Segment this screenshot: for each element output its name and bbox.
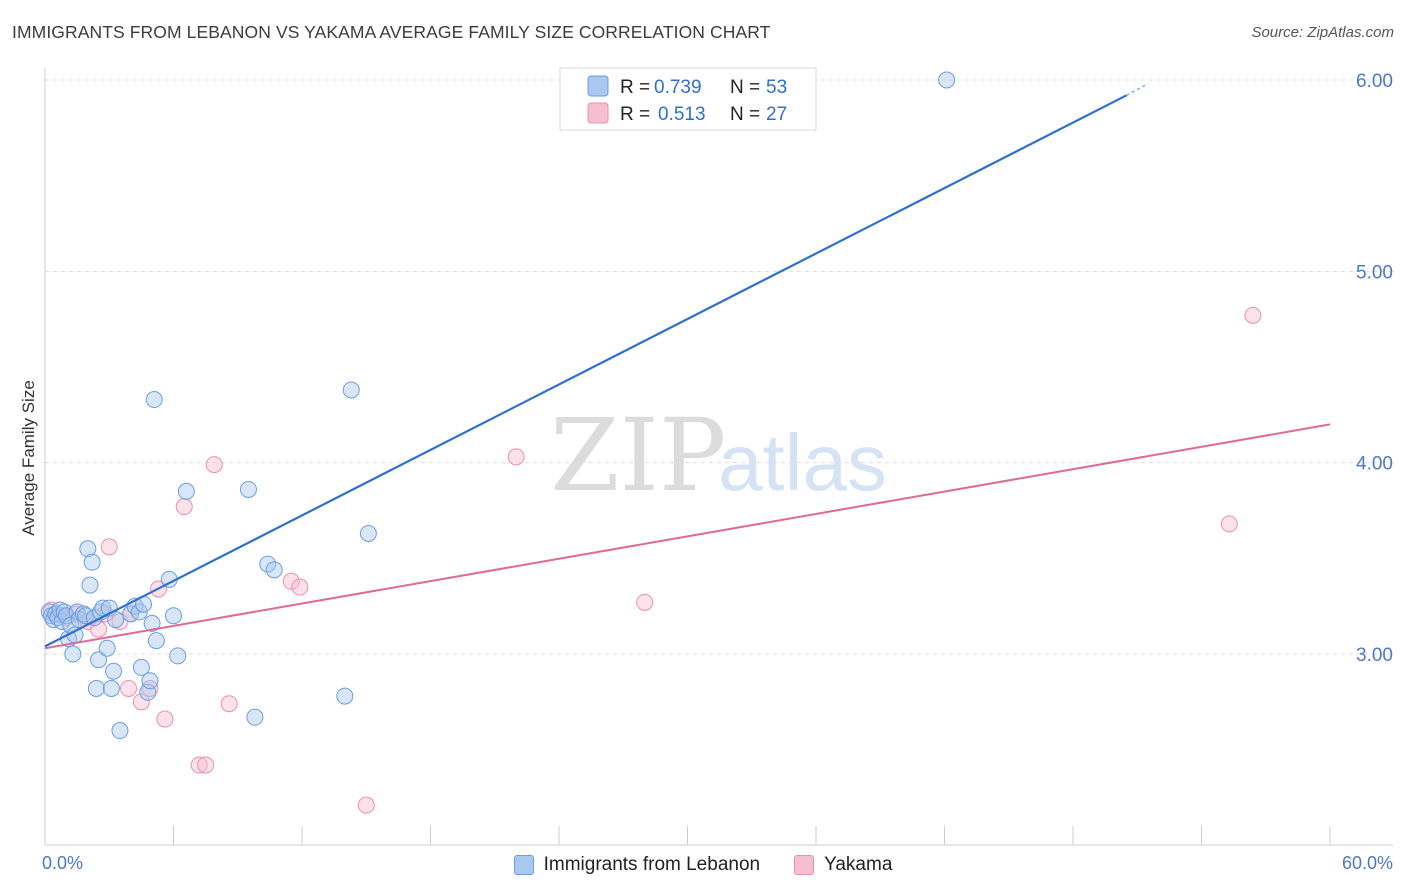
legend-n-label-2: N =: [730, 104, 760, 125]
lebanon-point-8: [57, 607, 75, 625]
y-tick-label-0: 3.00: [1356, 645, 1393, 666]
x-tick-min: 0.0%: [42, 853, 83, 873]
yakama-point-24: [507, 448, 525, 466]
yakama-point-17: [190, 756, 208, 774]
lebanon-point-30: [111, 722, 129, 740]
legend-r-label-1: R =: [620, 77, 650, 98]
lebanon-point-40: [145, 391, 163, 409]
lebanon-point-48: [265, 561, 283, 579]
legend-label-lebanon: Immigrants from Lebanon: [543, 854, 761, 875]
lebanon-point-50: [342, 381, 360, 399]
yakama-point-6: [90, 620, 108, 638]
yakama-point-15: [156, 710, 174, 728]
legend-item-yakama: Yakama: [794, 854, 892, 876]
legend-n-label-1: N =: [730, 77, 760, 98]
yakama-point-18: [197, 756, 215, 774]
legend-swatch-pink: [587, 102, 609, 124]
lebanon-point-15: [75, 605, 93, 623]
yakama-point-22: [291, 578, 309, 596]
yakama-point-21: [282, 572, 300, 590]
yakama-point-25: [636, 593, 654, 611]
lebanon-point-49: [336, 687, 354, 705]
yakama-point-26: [1220, 515, 1238, 533]
lebanon-point-52: [938, 71, 956, 89]
lebanon-point-28: [105, 662, 123, 680]
lebanon-point-31: [122, 605, 140, 623]
y-tick-labels: 3.00 4.00 5.00 6.00: [1356, 71, 1393, 666]
y-tick-label-1: 4.00: [1356, 454, 1393, 475]
lebanon-point-22: [90, 651, 108, 669]
lebanon-point-21: [87, 679, 105, 697]
yakama-point-16: [175, 498, 193, 516]
watermark-zip: ZIP: [550, 397, 726, 514]
legend-r-value-1: 0.739: [654, 77, 702, 98]
lebanon-point-19: [83, 553, 101, 571]
legend-swatch-lebanon: [513, 855, 534, 875]
legend-swatch-yakama: [794, 855, 815, 875]
trend-lines: [44, 83, 1331, 650]
lebanon-point-25: [98, 639, 116, 657]
grid-lines: [45, 79, 1393, 655]
axes: [44, 68, 1393, 846]
legend-label-yakama: Yakama: [824, 854, 893, 875]
yakama-points: [42, 306, 1262, 814]
lebanon-point-47: [259, 555, 277, 573]
lebanon-point-34: [132, 658, 150, 676]
lebanon-point-46: [246, 708, 264, 726]
lebanon-point-33: [130, 603, 148, 621]
yakama-point-12: [132, 693, 150, 711]
lebanon-trend-line: [44, 94, 1128, 648]
lebanon-point-42: [165, 607, 182, 625]
y-tick-label-2: 5.00: [1356, 262, 1393, 283]
lebanon-trend-extension: [1126, 83, 1149, 96]
legend-r-value-2: 0.513: [658, 104, 706, 125]
lebanon-point-11: [64, 645, 82, 663]
lebanon-point-44: [177, 482, 195, 500]
lebanon-point-39: [147, 632, 165, 650]
lebanon-points: [40, 71, 956, 740]
legend-r-label-2: R =: [620, 104, 650, 125]
y-axis-label: Average Family Size: [19, 380, 38, 536]
source-credit: Source: ZipAtlas.com: [1251, 24, 1394, 41]
yakama-point-8: [100, 538, 118, 556]
lebanon-point-17: [79, 540, 97, 558]
lebanon-point-43: [169, 647, 187, 665]
lebanon-point-27: [102, 679, 120, 697]
legend-n-value-1: 53: [766, 77, 787, 98]
yakama-trend-line: [44, 423, 1331, 650]
yakama-point-20: [220, 695, 238, 713]
legend-n-value-2: 27: [766, 104, 787, 125]
watermark-atlas: atlas: [718, 418, 887, 507]
yakama-point-10: [120, 679, 138, 697]
lebanon-point-51: [359, 524, 377, 542]
x-tick-max: 60.0%: [1342, 853, 1393, 873]
legend-swatch-blue: [587, 75, 609, 97]
chart-title: IMMIGRANTS FROM LEBANON VS YAKAMA AVERAG…: [12, 22, 771, 42]
lebanon-point-45: [239, 480, 257, 498]
yakama-point-27: [1244, 306, 1262, 324]
legend-item-lebanon: Immigrants from Lebanon: [513, 854, 761, 876]
correlation-legend: R = 0.739 N = 53 R = 0.513 N = 27: [559, 67, 817, 131]
yakama-point-19: [205, 456, 223, 474]
series-legend: Immigrants from Lebanon Yakama: [0, 850, 1406, 880]
y-tick-label-3: 6.00: [1356, 71, 1393, 92]
lebanon-point-37: [141, 672, 159, 690]
lebanon-point-38: [143, 614, 161, 632]
yakama-point-23: [357, 796, 375, 814]
lebanon-point-18: [81, 576, 99, 594]
